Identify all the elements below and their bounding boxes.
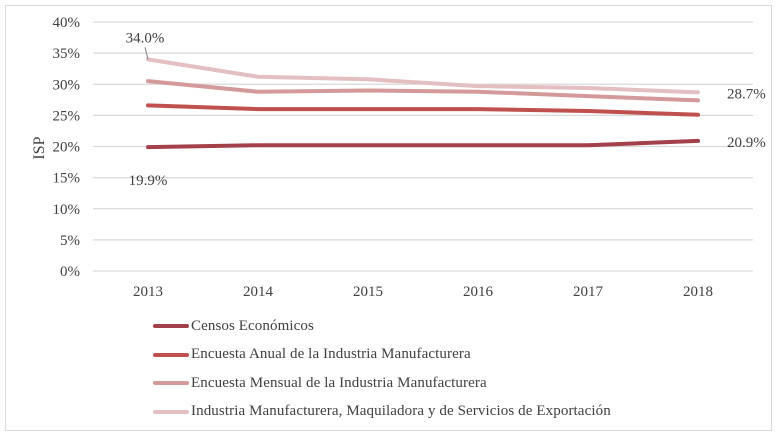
- x-axis-ticks: 2013 2014 2015 2016 2017 2018: [133, 284, 713, 300]
- chart-frame: [5, 5, 772, 431]
- x-tick-label: 2018: [683, 284, 713, 300]
- legend-label: Censos Económicos: [191, 317, 314, 334]
- y-tick-label: 0%: [60, 264, 80, 280]
- legend-item: Encuesta Anual de la Industria Manufactu…: [153, 341, 611, 370]
- series-line: [146, 79, 700, 103]
- y-tick-label: 15%: [53, 171, 81, 187]
- legend-label: Encuesta Mensual de la Industria Manufac…: [191, 374, 487, 391]
- data-labels: 34.0% 28.7% 19.9% 20.9%: [126, 30, 766, 189]
- legend-label: Encuesta Anual de la Industria Manufactu…: [191, 346, 471, 363]
- data-label: 28.7%: [727, 86, 766, 102]
- x-tick-label: 2013: [133, 284, 163, 300]
- legend-label: Industria Manufacturera, Maquiladora y d…: [191, 403, 611, 420]
- y-tick-label: 40%: [53, 15, 81, 31]
- series-line: [146, 57, 700, 95]
- legend-item: Censos Económicos: [153, 312, 611, 341]
- y-tick-label: 30%: [53, 77, 81, 93]
- legend-swatch: [153, 409, 189, 414]
- gridlines: [93, 21, 753, 272]
- y-tick-label: 10%: [53, 202, 81, 218]
- data-label: 34.0%: [126, 30, 165, 46]
- legend-item: Industria Manufacturera, Maquiladora y d…: [153, 398, 611, 427]
- legend: Censos Económicos Encuesta Anual de la In…: [153, 312, 611, 426]
- series-lines: [146, 57, 700, 150]
- y-axis-label: ISP: [31, 136, 48, 159]
- y-tick-label: 5%: [60, 233, 80, 249]
- legend-item: Encuesta Mensual de la Industria Manufac…: [153, 369, 611, 398]
- series-line: [146, 103, 700, 117]
- leader-line: [144, 47, 149, 60]
- x-tick-label: 2014: [243, 284, 274, 300]
- series-line: [146, 138, 700, 150]
- data-label: 20.9%: [727, 135, 766, 151]
- x-tick-label: 2015: [353, 284, 383, 300]
- legend-swatch: [153, 381, 189, 386]
- y-tick-label: 35%: [53, 46, 81, 62]
- y-tick-label: 20%: [53, 140, 81, 156]
- y-tick-label: 25%: [53, 108, 81, 124]
- legend-swatch: [153, 352, 189, 357]
- y-axis-ticks: 0% 5% 10% 15% 20% 25% 30% 35% 40%: [53, 15, 81, 280]
- x-tick-label: 2016: [463, 284, 494, 300]
- x-tick-label: 2017: [573, 284, 604, 300]
- data-label: 19.9%: [129, 173, 168, 189]
- legend-swatch: [153, 324, 189, 329]
